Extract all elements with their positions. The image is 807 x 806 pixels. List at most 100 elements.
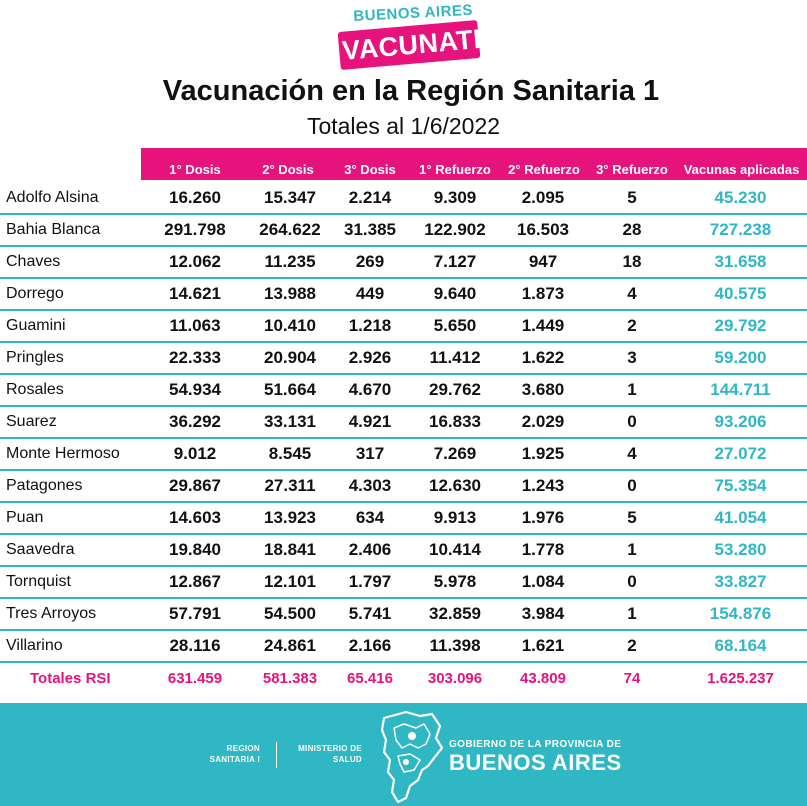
table-row: Rosales 54.934 51.664 4.670 29.762 3.680 1 144.… [0, 375, 807, 407]
column-header: 1° Dosis [169, 162, 221, 177]
totals-d3: 65.416 [347, 670, 393, 687]
cell-d1: 9.012 [173, 444, 217, 463]
cell-d3: 4.921 [348, 412, 392, 431]
cell-r2: 2.095 [521, 188, 565, 207]
row-divider [0, 277, 807, 279]
totals-label: Totales RSI [30, 670, 111, 687]
footer-divider [276, 742, 277, 768]
row-locality-name: Tres Arroyos [6, 605, 97, 622]
footer-region-line2: SANITARIA I [209, 755, 260, 764]
row-divider [0, 341, 807, 343]
cell-r3: 4 [627, 284, 637, 303]
column-header: 3° Refuerzo [596, 162, 668, 177]
cell-d2: 15.347 [264, 188, 316, 207]
row-divider [0, 597, 807, 599]
cell-d1: 36.292 [169, 412, 221, 431]
vacunate-logo: BUENOS AIRES VACUNATE [333, 2, 493, 71]
cell-r1: 29.762 [429, 380, 481, 399]
table-row: Bahia Blanca 291.798 264.622 31.385 122.902 1… [0, 215, 807, 247]
cell-r1: 12.630 [429, 476, 481, 495]
cell-d2: 12.101 [264, 572, 316, 591]
totals-r1: 303.096 [427, 670, 483, 687]
row-divider [0, 373, 807, 375]
cell-total: 27.072 [714, 444, 767, 463]
cell-r2: 1.449 [521, 316, 565, 335]
cell-total: 53.280 [714, 540, 767, 559]
row-locality-name: Tornquist [6, 573, 71, 590]
cell-d1: 54.934 [169, 380, 221, 399]
row-locality-name: Dorrego [6, 285, 64, 302]
totals-d2: 581.383 [262, 670, 318, 687]
cell-d3: 317 [355, 444, 385, 463]
cell-r3: 5 [627, 188, 637, 207]
row-locality-name: Adolfo Alsina [6, 189, 99, 206]
cell-d1: 22.333 [169, 348, 221, 367]
row-divider [0, 533, 807, 535]
cell-d1: 28.116 [169, 636, 221, 655]
cell-d3: 2.926 [348, 348, 392, 367]
row-locality-name: Suarez [6, 413, 57, 430]
cell-r2: 1.621 [521, 636, 565, 655]
page-title: Vacunación en la Región Sanitaria 1 [162, 75, 660, 107]
cell-d1: 19.840 [169, 540, 221, 559]
row-divider [0, 405, 807, 407]
cell-r3: 1 [627, 380, 637, 399]
cell-d1: 14.603 [169, 508, 221, 527]
cell-r2: 16.503 [517, 220, 569, 239]
cell-total: 68.164 [714, 636, 767, 655]
cell-d2: 51.664 [264, 380, 316, 399]
row-divider [0, 565, 807, 567]
cell-d3: 1.218 [348, 316, 392, 335]
row-locality-name: Rosales [6, 381, 64, 398]
cell-d2: 24.861 [264, 636, 316, 655]
row-locality-name: Bahia Blanca [6, 221, 101, 238]
table-row: Pringles 22.333 20.904 2.926 11.412 1.622 3 59.… [0, 343, 807, 375]
cell-d3: 269 [355, 252, 385, 271]
cell-r1: 9.309 [433, 188, 477, 207]
totals-r2: 43.809 [520, 670, 566, 687]
cell-d3: 2.214 [348, 188, 392, 207]
cell-r1: 9.640 [433, 284, 477, 303]
table-row: Patagones 29.867 27.311 4.303 12.630 1.243 0 75… [0, 471, 807, 503]
row-divider [0, 501, 807, 503]
row-locality-name: Saavedra [6, 541, 75, 558]
cell-d3: 31.385 [344, 220, 396, 239]
cell-total: 727.238 [709, 220, 772, 239]
cell-d2: 54.500 [264, 604, 316, 623]
cell-d1: 12.867 [169, 572, 221, 591]
row-divider [0, 213, 807, 215]
table-row: Dorrego 14.621 13.988 449 9.640 1.873 4 40.575 [0, 279, 807, 311]
column-header: 2° Dosis [262, 162, 314, 177]
totals-total: 1.625.237 [707, 670, 774, 687]
row-divider [0, 469, 807, 471]
cell-d3: 1.797 [348, 572, 392, 591]
cell-d2: 10.410 [264, 316, 316, 335]
cell-d1: 12.062 [169, 252, 221, 271]
cell-d1: 291.798 [164, 220, 226, 239]
table-row: Guamini 11.063 10.410 1.218 5.650 1.449 2 29.79… [0, 311, 807, 343]
cell-r3: 0 [627, 476, 637, 495]
cell-r2: 1.873 [521, 284, 565, 303]
cell-r1: 32.859 [429, 604, 481, 623]
cell-r2: 3.984 [521, 604, 565, 623]
cell-r3: 3 [627, 348, 637, 367]
row-divider [0, 629, 807, 631]
cell-d2: 27.311 [264, 476, 316, 495]
cell-r2: 1.243 [521, 476, 565, 495]
table-row: Puan 14.603 13.923 634 9.913 1.976 5 41.054 [0, 503, 807, 535]
table-row: Tornquist 12.867 12.101 1.797 5.978 1.084 0 33.… [0, 567, 807, 599]
cell-r1: 10.414 [429, 540, 481, 559]
row-divider [0, 661, 807, 663]
cell-d3: 5.741 [348, 604, 392, 623]
footer-ministry-line2: SALUD [332, 755, 362, 764]
table-row: Adolfo Alsina 16.260 15.347 2.214 9.309 2.095… [0, 183, 807, 215]
cell-total: 31.658 [714, 252, 767, 271]
row-locality-name: Chaves [6, 253, 61, 270]
row-locality-name: Monte Hermoso [6, 445, 120, 462]
cell-r2: 947 [528, 252, 558, 271]
cell-r1: 7.269 [433, 444, 477, 463]
cell-total: 33.827 [714, 572, 767, 591]
cell-r3: 1 [627, 604, 637, 623]
cell-d1: 16.260 [169, 188, 221, 207]
cell-r2: 1.976 [521, 508, 565, 527]
